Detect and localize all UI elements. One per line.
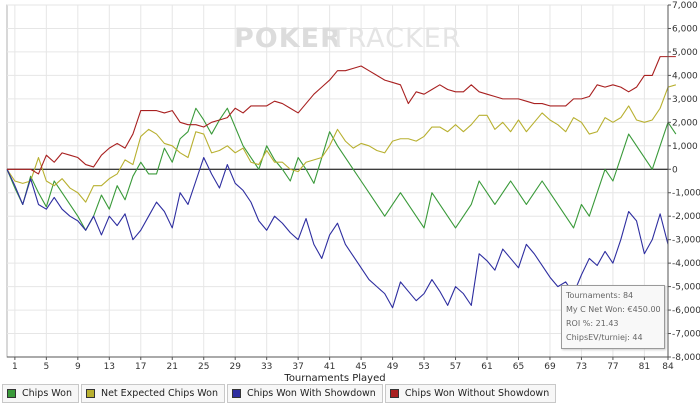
- x-tick-label: 69: [544, 362, 556, 372]
- y-tick-label: 6,000: [672, 24, 698, 34]
- series-layer: [6, 56, 677, 309]
- x-tick-label: 13: [104, 362, 115, 372]
- x-tick-label: 65: [513, 362, 524, 372]
- y-tick-label: -4,000: [672, 259, 700, 269]
- pokertracker-watermark: POKER TRACKER: [234, 23, 462, 54]
- y-tick-label: 3,000: [672, 95, 698, 105]
- series-line-0: [6, 107, 677, 231]
- legend-label: Net Expected Chips Won: [100, 388, 218, 399]
- y-tick-label: 2,000: [672, 118, 698, 128]
- y-tick-label: 5,000: [672, 48, 698, 58]
- x-tick-label: 73: [576, 362, 587, 372]
- y-tick-label: -1,000: [672, 189, 700, 199]
- stat-roi: ROI %: 21.43: [566, 319, 619, 328]
- x-tick-label: 1: [12, 362, 18, 372]
- x-tick-label: 29: [229, 362, 241, 372]
- legend-label: Chips Won With Showdown: [246, 388, 376, 399]
- x-tick-label: 25: [198, 362, 209, 372]
- grid-layer: [6, 4, 669, 358]
- series-line-3: [7, 56, 676, 175]
- x-tick-label: 53: [418, 362, 429, 372]
- series-line-2: [6, 156, 669, 309]
- series-line-1: [6, 84, 677, 203]
- watermark-light: TRACKER: [329, 23, 462, 54]
- chart-legend: Chips Won Net Expected Chips Won Chips W…: [2, 384, 558, 403]
- x-tick-label: 49: [387, 362, 399, 372]
- legend-item-chips-won[interactable]: Chips Won: [2, 384, 79, 403]
- y-tick-label: 4,000: [672, 71, 698, 81]
- y-tick-label: -6,000: [672, 306, 700, 316]
- legend-label: Chips Won Without Showdown: [404, 388, 550, 399]
- y-tick-label: -8,000: [672, 353, 700, 363]
- x-tick-label: 9: [75, 362, 81, 372]
- y-tick-label: 7,000: [672, 1, 698, 11]
- x-tick-label: 77: [607, 362, 618, 372]
- axis-layer: 7,000 6,000 5,000 4,000 3,000 2,000 1,000 0 -1,0…: [7, 1, 700, 372]
- x-tick-label: 57: [450, 362, 461, 372]
- legend-swatch: [7, 389, 16, 398]
- plot-area: [6, 4, 669, 358]
- x-axis-title: Tournaments Played: [283, 373, 385, 384]
- stats-tooltip: Tournaments: 84 My C Net Won: €450.00 RO…: [561, 285, 665, 349]
- x-tick-label: 33: [261, 362, 272, 372]
- legend-item-without-showdown[interactable]: Chips Won Without Showdown: [384, 384, 557, 403]
- x-tick-label: 81: [639, 362, 650, 372]
- y-tick-label: 0: [672, 165, 678, 175]
- x-tick-label: 84: [662, 362, 674, 372]
- x-tick-label: 37: [292, 362, 303, 372]
- legend-label: Chips Won: [22, 388, 72, 399]
- y-tick-label: 1,000: [672, 142, 698, 152]
- x-tick-label: 17: [135, 362, 146, 372]
- x-tick-label: 41: [324, 362, 335, 372]
- legend-swatch: [85, 389, 95, 398]
- legend-swatch: [389, 389, 399, 398]
- x-tick-label: 61: [481, 362, 492, 372]
- legend-item-net-expected[interactable]: Net Expected Chips Won: [80, 384, 225, 403]
- y-tick-label: -5,000: [672, 283, 700, 293]
- x-tick-label: 45: [355, 362, 366, 372]
- y-tick-label: -7,000: [672, 330, 700, 340]
- stat-chipsev: ChipsEV/turniej: 44: [566, 333, 643, 342]
- stat-tournaments: Tournaments: 84: [566, 291, 634, 300]
- watermark-bold: POKER: [234, 23, 342, 54]
- legend-item-with-showdown[interactable]: Chips Won With Showdown: [226, 384, 383, 403]
- x-tick-label: 5: [43, 362, 49, 372]
- legend-swatch: [231, 389, 241, 398]
- x-tick-label: 21: [167, 362, 178, 372]
- y-tick-label: -3,000: [672, 236, 700, 246]
- stat-net-won: My C Net Won: €450.00: [566, 305, 661, 314]
- y-tick-label: -2,000: [672, 212, 700, 222]
